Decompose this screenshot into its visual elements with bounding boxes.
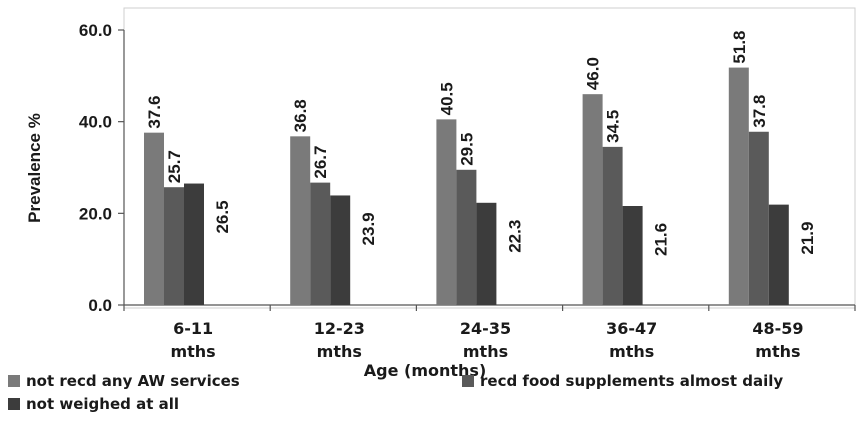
legend-label: recd food supplements almost daily <box>480 372 783 390</box>
x-tick-label: mths <box>317 342 362 361</box>
data-label: 23.9 <box>359 212 378 245</box>
data-label: 21.6 <box>652 223 671 256</box>
y-tick-label: 0.0 <box>88 296 112 315</box>
bar <box>164 187 184 305</box>
x-tick-label: 24-35 <box>460 319 511 338</box>
bar <box>476 202 497 305</box>
bar <box>184 183 204 305</box>
x-tick-label: mths <box>170 342 215 361</box>
y-tick-label: 20.0 <box>79 204 112 223</box>
bar <box>622 206 643 305</box>
legend-swatch <box>8 375 20 387</box>
data-label: 25.7 <box>165 150 184 183</box>
bar <box>728 67 749 305</box>
bar <box>436 119 457 305</box>
data-label: 29.5 <box>457 133 476 166</box>
data-label: 40.5 <box>437 82 456 115</box>
data-label: 21.9 <box>798 222 817 255</box>
data-label: 46.0 <box>584 57 603 90</box>
legend-label: not recd any AW services <box>26 372 240 390</box>
bar <box>456 169 477 305</box>
bar <box>144 132 164 305</box>
y-tick-label: 60.0 <box>79 21 112 40</box>
x-tick-label: mths <box>755 342 800 361</box>
y-axis-title: Prevalence % <box>25 113 44 223</box>
legend-swatch <box>8 398 20 410</box>
data-label: 26.7 <box>311 146 330 179</box>
bar <box>602 146 623 305</box>
data-label: 37.8 <box>750 95 769 128</box>
x-tick-label: 36-47 <box>606 319 657 338</box>
legend-label: not weighed at all <box>26 395 179 413</box>
y-tick-label: 40.0 <box>79 113 112 132</box>
data-label: 22.3 <box>505 220 524 253</box>
x-axis-title: Age (months) <box>364 361 487 380</box>
data-label: 37.6 <box>145 96 164 129</box>
data-label: 34.5 <box>604 110 623 143</box>
bar <box>290 136 311 305</box>
x-tick-label: 6-11 <box>173 319 213 338</box>
data-label: 51.8 <box>730 30 749 63</box>
bar <box>748 131 769 305</box>
bar <box>582 94 603 306</box>
x-tick-label: mths <box>463 342 508 361</box>
x-tick-label: mths <box>609 342 654 361</box>
x-tick-label: 12-23 <box>314 319 365 338</box>
data-label: 26.5 <box>213 200 232 233</box>
bar <box>330 195 351 305</box>
bar <box>768 204 789 305</box>
data-label: 36.8 <box>291 99 310 132</box>
bar <box>310 182 331 305</box>
legend-swatch <box>462 375 474 387</box>
x-tick-label: 48-59 <box>752 319 803 338</box>
